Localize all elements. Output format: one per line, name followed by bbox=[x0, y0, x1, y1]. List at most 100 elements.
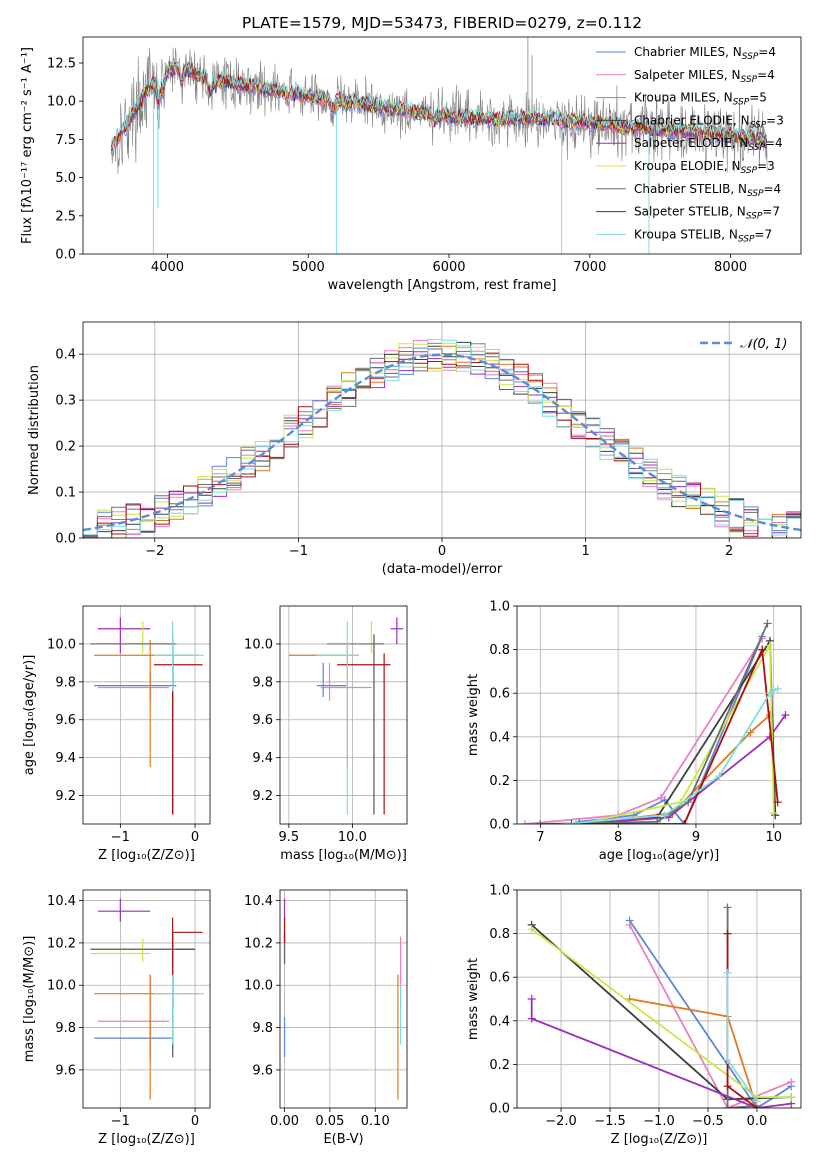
y-tick-label: 0.0 bbox=[55, 532, 76, 547]
x-tick-label: −1 bbox=[111, 1114, 130, 1129]
axes-frame bbox=[516, 605, 802, 825]
y-tick-label: 9.6 bbox=[55, 1063, 76, 1078]
legend-entry-tail: =4 bbox=[765, 136, 783, 150]
legend-entry-text: Salpeter ELODIE, N bbox=[634, 136, 748, 150]
legend-entry-sub: SSP bbox=[741, 166, 758, 176]
legend-entry: Salpeter ELODIE, NSSP=4 bbox=[634, 136, 783, 153]
errorbar-point bbox=[153, 621, 205, 692]
mass-weight-marker bbox=[715, 772, 724, 781]
errorbar-point bbox=[97, 898, 151, 922]
legend-entry-sub: SSP bbox=[738, 234, 755, 244]
mass-weight-marker bbox=[723, 903, 732, 912]
mass-weight-marker bbox=[536, 820, 545, 824]
y-axis-label: Normed distribution bbox=[27, 365, 42, 495]
x-axis-label: age [log₁₀(age/yr)] bbox=[599, 848, 720, 863]
y-tick-label: 0.8 bbox=[489, 643, 510, 658]
x-tick-label: 0 bbox=[438, 544, 446, 559]
legend-entry-tail: =4 bbox=[764, 182, 782, 196]
mass-weight-marker bbox=[773, 684, 782, 693]
x-tick-label: 9.5 bbox=[279, 830, 300, 845]
x-axis-label: (data-model)/error bbox=[382, 562, 503, 577]
y-tick-label: 12.5 bbox=[47, 56, 76, 71]
x-tick-label: −0.5 bbox=[692, 1114, 724, 1129]
plot-area bbox=[83, 322, 801, 538]
mass-weight-line bbox=[628, 924, 792, 1108]
x-tick-label: −1.0 bbox=[643, 1114, 675, 1129]
y-tick-label: 1.0 bbox=[489, 884, 510, 899]
mass-weight-line bbox=[579, 714, 787, 824]
x-axis-label: E(B-V) bbox=[323, 1132, 363, 1147]
legend-entry-text: Kroupa ELODIE, N bbox=[634, 159, 741, 173]
legend-entry-text: Chabrier MILES, N bbox=[634, 45, 742, 59]
legend-entry-text: Salpeter STELIB, N bbox=[634, 205, 746, 219]
y-tick-label: 10.0 bbox=[244, 637, 273, 652]
y-tick-label: 10.2 bbox=[244, 936, 273, 951]
x-tick-label: 10.0 bbox=[338, 830, 367, 845]
mass-weight-marker bbox=[746, 728, 755, 737]
mass-weight-line bbox=[579, 641, 775, 824]
mass-weight-line bbox=[531, 924, 792, 1101]
errorbar-point bbox=[94, 640, 199, 768]
y-tick-label: 2.5 bbox=[55, 209, 76, 224]
y-axis-label: age [log₁₀(age/yr)] bbox=[22, 655, 37, 776]
chart-spectrum: 4000 5000 6000 7000 8000 0.0 2.5 5.0 7.5 10.0 12.5… bbox=[20, 14, 802, 293]
errorbar-point bbox=[97, 974, 169, 1039]
x-tick-label: 5000 bbox=[292, 260, 325, 275]
axes-frame bbox=[279, 605, 408, 825]
x-tick-label: 2 bbox=[725, 544, 733, 559]
x-axis-label: mass [log₁₀(M/M⊙)] bbox=[280, 848, 407, 863]
errorbar-point bbox=[90, 634, 177, 815]
axes-frame bbox=[82, 321, 802, 539]
y-tick-label: 10.0 bbox=[47, 95, 76, 110]
x-tick-label: 0.00 bbox=[270, 1114, 299, 1129]
plot-area bbox=[280, 890, 407, 1108]
mass-weight-marker bbox=[527, 925, 536, 934]
plot-area bbox=[280, 606, 407, 824]
y-tick-label: 0.2 bbox=[55, 440, 76, 455]
mass-weight-marker bbox=[527, 1014, 536, 1023]
y-tick-label: 10.2 bbox=[47, 936, 76, 951]
y-tick-label: 9.4 bbox=[252, 751, 273, 766]
mass-weight-marker bbox=[567, 820, 576, 824]
errorbar-point bbox=[316, 621, 359, 815]
errorbar-point bbox=[358, 621, 378, 654]
mass-weight-line bbox=[540, 623, 769, 824]
axes-frame bbox=[82, 36, 802, 255]
legend-entry-sub: SSP bbox=[747, 189, 764, 199]
mass-weight-marker bbox=[559, 820, 568, 824]
y-tick-label: 9.6 bbox=[55, 713, 76, 728]
mass-weight-line bbox=[628, 919, 792, 1108]
observed-spectrum bbox=[110, 47, 768, 175]
legend-entry: 𝒩(0, 1) bbox=[740, 337, 787, 352]
chart-residuals: −2 −1 0 1 2 0.0 0.1 0.2 0.3 0.4 (data-model)/error… bbox=[27, 321, 802, 577]
y-tick-label: 9.8 bbox=[55, 1021, 76, 1036]
legend-entry-sub: SSP bbox=[742, 52, 759, 62]
x-tick-label: 0 bbox=[191, 830, 199, 845]
axes-frame bbox=[279, 889, 408, 1109]
plot-area bbox=[83, 890, 210, 1108]
y-tick-label: 0.4 bbox=[489, 1014, 510, 1029]
legend-entry: Chabrier STELIB, NSSP=4 bbox=[634, 182, 781, 199]
y-tick-label: 0.8 bbox=[489, 927, 510, 942]
y-tick-label: 10.4 bbox=[47, 894, 76, 909]
x-tick-label: 8 bbox=[614, 830, 622, 845]
mass-weight-marker bbox=[723, 1056, 732, 1065]
chart-mass-vs-z: −1 0 9.6 9.8 10.0 10.2 10.4 Z [log₁₀(Z/Z⊙)] mass… bbox=[22, 889, 211, 1147]
x-tick-label: 7000 bbox=[573, 260, 606, 275]
legend-entry-text: Kroupa STELIB, N bbox=[634, 227, 738, 241]
y-tick-label: 9.6 bbox=[252, 1063, 273, 1078]
y-tick-label: 0.4 bbox=[489, 730, 510, 745]
histogram-series bbox=[83, 348, 801, 536]
mass-weight-line bbox=[524, 638, 763, 824]
legend-entry-sub: SSP bbox=[741, 75, 758, 85]
errorbar-point bbox=[316, 662, 347, 697]
y-axis-label: mass weight bbox=[466, 674, 481, 756]
y-tick-label: 5.0 bbox=[55, 171, 76, 186]
histogram-series bbox=[83, 342, 801, 537]
x-tick-label: 6000 bbox=[432, 260, 465, 275]
legend-entry-text: Chabrier ELODIE, N bbox=[634, 113, 750, 127]
errorbar-point bbox=[153, 974, 205, 1045]
chart-title: PLATE=1579, MJD=53473, FIBERID=0279, z=0… bbox=[242, 14, 642, 32]
errorbar-point bbox=[320, 662, 372, 701]
